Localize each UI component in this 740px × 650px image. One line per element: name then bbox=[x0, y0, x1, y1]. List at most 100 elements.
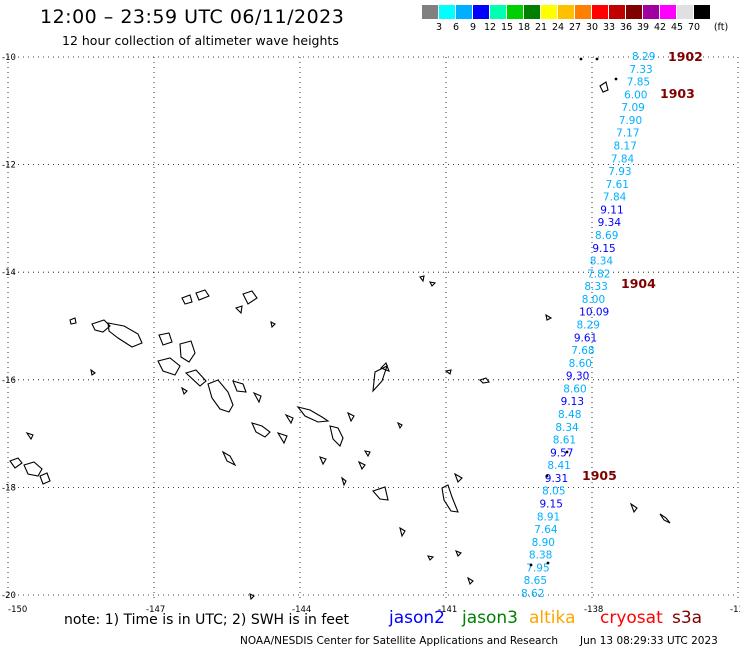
swh-value-label: 8.65 bbox=[524, 575, 547, 587]
swh-value-label: 7.85 bbox=[627, 77, 650, 89]
island-outline bbox=[372, 486, 389, 501]
colorbar-swatch bbox=[558, 5, 575, 19]
swh-value-label: 9.34 bbox=[598, 217, 622, 229]
swh-value-label: 8.29 bbox=[577, 320, 600, 332]
colorbar-label: 36 bbox=[619, 22, 633, 33]
lat-label: -16 bbox=[2, 376, 16, 386]
swh-value-label: 7.84 bbox=[603, 192, 627, 204]
island-outline bbox=[251, 422, 271, 438]
lon-label: -138 bbox=[584, 605, 603, 615]
island-outline bbox=[157, 357, 181, 376]
track-point bbox=[546, 561, 550, 565]
island-outline bbox=[357, 460, 366, 471]
island-outline bbox=[195, 289, 210, 301]
legend-altika: altika bbox=[529, 608, 576, 628]
swh-value-label: 6.00 bbox=[624, 89, 647, 101]
island-outline bbox=[545, 313, 553, 321]
island-outline bbox=[90, 368, 96, 376]
island-outline bbox=[221, 450, 237, 467]
island-outline bbox=[363, 450, 371, 458]
island-outline bbox=[39, 472, 51, 485]
colorbar-label: 9 bbox=[469, 22, 477, 33]
swh-value-label: 8.60 bbox=[569, 358, 592, 370]
island-outline bbox=[158, 332, 173, 346]
colorbar-unit: (ft) bbox=[713, 22, 729, 33]
swh-value-label: 10.09 bbox=[579, 307, 609, 319]
track-point bbox=[579, 57, 583, 61]
colorbar-swatch bbox=[626, 5, 643, 19]
swh-value-label: 7.09 bbox=[621, 102, 644, 114]
swh-value-label: 8.00 bbox=[582, 294, 605, 306]
island-outline bbox=[429, 281, 437, 287]
island-outline bbox=[270, 321, 276, 329]
pass-time-label: 1905 bbox=[582, 468, 617, 483]
island-outline bbox=[329, 425, 344, 447]
pass-time-label: 1903 bbox=[660, 86, 695, 101]
swh-value-label: 8.91 bbox=[537, 511, 560, 523]
island-outline bbox=[284, 413, 294, 425]
swh-value-label: 8.69 bbox=[595, 230, 618, 242]
island-outline bbox=[341, 476, 347, 487]
lon-label: -144 bbox=[292, 605, 311, 615]
island-outline bbox=[399, 526, 406, 538]
swh-value-label: 8.61 bbox=[553, 435, 576, 447]
island-outline bbox=[179, 340, 196, 363]
island-outline bbox=[319, 456, 327, 466]
island-outline bbox=[629, 502, 638, 514]
island-outline bbox=[599, 81, 609, 93]
credit-line: NOAA/NESDIS Center for Satellite Applica… bbox=[240, 635, 558, 647]
swh-value-label: 7.64 bbox=[534, 524, 558, 536]
swh-value-label: 7.84 bbox=[611, 153, 635, 165]
track-point bbox=[565, 450, 569, 454]
map-subtitle: 12 hour collection of altimeter wave hei… bbox=[62, 33, 339, 48]
colorbar-swatch bbox=[592, 5, 609, 19]
island-outline bbox=[9, 457, 23, 469]
island-outline bbox=[242, 290, 258, 305]
swh-value-label: 8.62 bbox=[521, 588, 544, 600]
lat-label: -20 bbox=[2, 591, 16, 601]
swh-value-label: 7.95 bbox=[526, 562, 549, 574]
island-outline bbox=[441, 484, 459, 513]
island-outline bbox=[23, 461, 43, 477]
island-outline bbox=[419, 275, 425, 283]
colorbar-label: 15 bbox=[500, 22, 514, 33]
colorbar-swatch bbox=[541, 5, 558, 19]
colorbar-swatch bbox=[524, 5, 541, 19]
altimeter-track: 8.297.337.856.007.097.907.178.177.847.93… bbox=[521, 51, 655, 600]
colorbar-label: 6 bbox=[452, 22, 460, 33]
lon-label: -141 bbox=[438, 605, 457, 615]
colorbar-label: 70 bbox=[687, 22, 701, 33]
island-outlines bbox=[9, 81, 671, 601]
track-point bbox=[529, 563, 533, 567]
swh-value-label: 9.31 bbox=[545, 473, 568, 485]
lon-label: -135 bbox=[730, 605, 740, 615]
track-point bbox=[545, 474, 549, 478]
swh-value-label: 8.33 bbox=[584, 281, 607, 293]
lat-label: -18 bbox=[2, 483, 16, 493]
island-outline bbox=[69, 317, 77, 325]
island-outline bbox=[380, 362, 390, 372]
swh-value-label: 9.30 bbox=[566, 371, 589, 383]
legend-jason2: jason2 bbox=[389, 608, 445, 628]
swh-value-label: 9.15 bbox=[540, 499, 563, 511]
lat-lon-grid bbox=[7, 56, 739, 600]
island-outline bbox=[427, 555, 435, 561]
swh-value-label: 7.93 bbox=[608, 166, 631, 178]
colorbar-label: 42 bbox=[653, 22, 667, 33]
swh-value-label: 7.61 bbox=[606, 179, 629, 191]
swh-value-label: 8.17 bbox=[614, 141, 637, 153]
swh-value-label: 9.15 bbox=[592, 243, 615, 255]
colorbar-swatch bbox=[507, 5, 524, 19]
lon-label: -147 bbox=[146, 605, 165, 615]
colorbar-swatch bbox=[439, 5, 456, 19]
colorbar-label: 21 bbox=[534, 22, 548, 33]
swh-value-label: 8.34 bbox=[590, 256, 614, 268]
colorbar-swatch bbox=[490, 5, 507, 19]
island-outline bbox=[372, 364, 388, 393]
track-point bbox=[595, 57, 599, 61]
swh-value-label: 8.90 bbox=[532, 537, 555, 549]
colorbar-label: 18 bbox=[517, 22, 531, 33]
island-outline bbox=[296, 406, 330, 423]
swh-value-label: 7.82 bbox=[587, 268, 610, 280]
